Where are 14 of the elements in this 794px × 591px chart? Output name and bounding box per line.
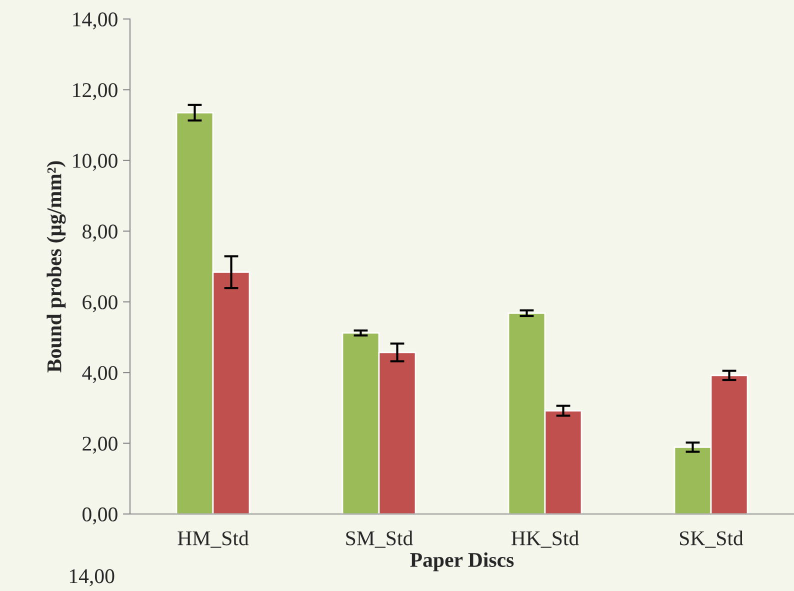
y-tick-label: 4,00: [82, 366, 118, 384]
y-tick-label: 10,00: [73, 154, 118, 171]
y-tick-label: 14,00: [73, 12, 118, 30]
y-axis-title: Bound probes (µg/mm²): [46, 161, 66, 372]
y-tick-label: 6,00: [82, 295, 118, 312]
y-tick-label: 0,00: [82, 507, 118, 524]
x-tick-label: HM_Std: [178, 530, 249, 548]
x-tick-label: SM_Std: [346, 530, 413, 548]
x-axis-title: Paper Discs: [410, 552, 514, 572]
x-tick-label: HK_Std: [511, 530, 579, 548]
y-tick-label: 2,00: [82, 436, 118, 454]
y-tick-label: 12,00: [73, 83, 118, 100]
y-tick-label: 8,00: [82, 224, 118, 242]
x-tick-label: SK_Std: [680, 530, 744, 548]
